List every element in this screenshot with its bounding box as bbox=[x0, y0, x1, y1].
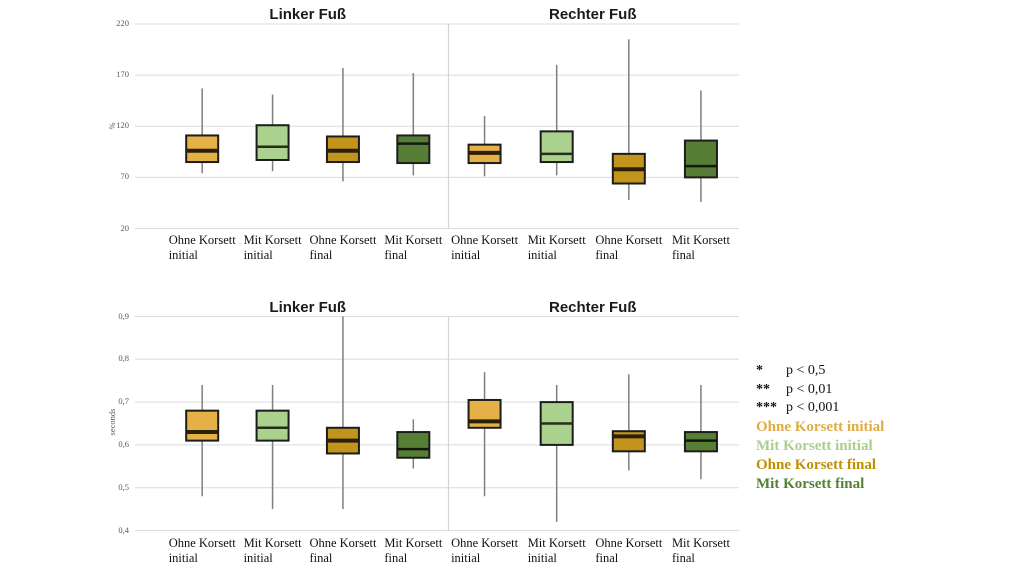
legend-series-2: Ohne Korsett final bbox=[756, 456, 876, 473]
box-rect bbox=[255, 124, 290, 161]
significance-row-1: * p < 0,5 bbox=[756, 362, 884, 381]
box-rect bbox=[185, 409, 220, 442]
significance-label-2: p < 0,01 bbox=[786, 381, 833, 397]
legend-series-0: Ohne Korsett initial bbox=[756, 418, 885, 435]
significance-stars-3: *** bbox=[756, 400, 777, 415]
significance-label-3: p < 0,001 bbox=[786, 400, 840, 415]
box-rect bbox=[683, 139, 718, 179]
box-rect bbox=[467, 398, 502, 429]
significance-stars-1: * bbox=[756, 363, 763, 378]
significance-label-1: p < 0,5 bbox=[786, 363, 826, 378]
box-rect bbox=[185, 134, 220, 164]
legend-series-1: Mit Korsett initial bbox=[756, 437, 873, 454]
significance-stars-2: ** bbox=[756, 381, 770, 397]
significance-row-2: ** p < 0,01 bbox=[756, 381, 884, 400]
box-rect bbox=[396, 431, 431, 459]
box-rect bbox=[255, 409, 290, 442]
significance-row-3: *** p < 0,001 bbox=[756, 399, 884, 418]
box-rect bbox=[396, 134, 431, 165]
legend: * p < 0,5 ** p < 0,01 *** p < 0,001 Ohne Ko… bbox=[756, 362, 884, 494]
box-rect bbox=[539, 130, 574, 164]
legend-series-3: Mit Korsett final bbox=[756, 475, 865, 492]
box-rect bbox=[611, 430, 646, 453]
